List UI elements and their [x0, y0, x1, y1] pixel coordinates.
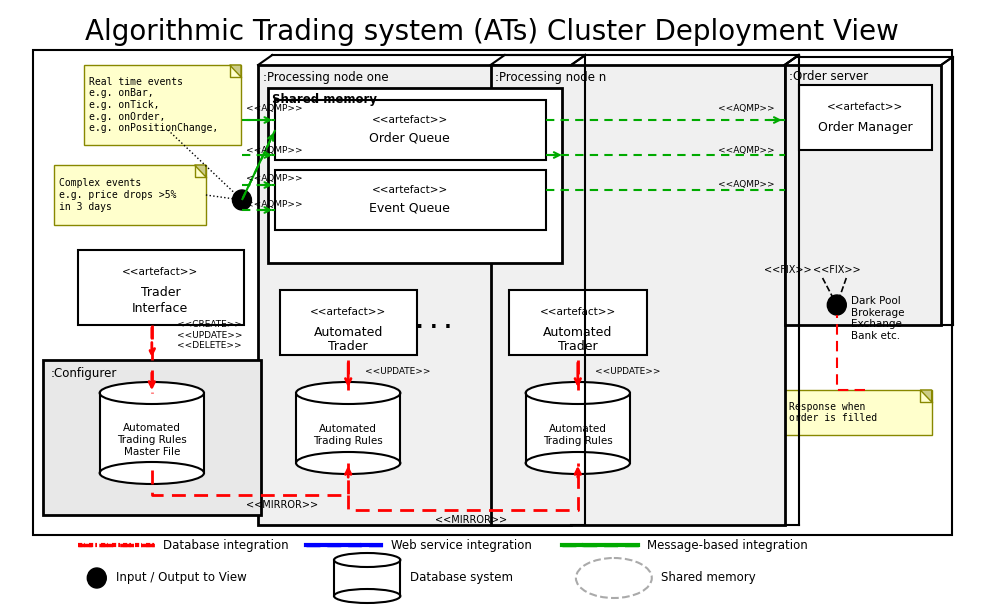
FancyBboxPatch shape — [334, 560, 400, 596]
FancyBboxPatch shape — [491, 65, 785, 525]
FancyBboxPatch shape — [785, 390, 932, 435]
Text: Automated
Trading Rules: Automated Trading Rules — [313, 424, 383, 446]
Text: <<AQMP>>: <<AQMP>> — [245, 103, 302, 113]
Text: <<artefact>>: <<artefact>> — [827, 102, 903, 112]
Polygon shape — [230, 65, 241, 77]
FancyBboxPatch shape — [785, 65, 941, 325]
Text: :Processing node one: :Processing node one — [263, 71, 388, 83]
Text: Shared memory: Shared memory — [661, 572, 756, 584]
FancyBboxPatch shape — [275, 170, 546, 230]
Text: <<MIRROR>>: <<MIRROR>> — [435, 515, 507, 525]
Text: Real time events
e.g. onBar,
e.g. onTick,
e.g. onOrder,
e.g. onPositionChange,: Real time events e.g. onBar, e.g. onTick… — [90, 77, 219, 133]
Text: Order Queue: Order Queue — [369, 131, 450, 145]
Ellipse shape — [526, 452, 630, 474]
FancyBboxPatch shape — [275, 100, 546, 160]
Circle shape — [232, 190, 251, 210]
Ellipse shape — [296, 382, 400, 404]
Text: <<UPDATE>>: <<UPDATE>> — [595, 367, 660, 376]
Text: <<AQMP>>: <<AQMP>> — [718, 103, 775, 113]
FancyBboxPatch shape — [268, 88, 561, 263]
Ellipse shape — [99, 462, 204, 484]
FancyBboxPatch shape — [509, 290, 647, 355]
Ellipse shape — [526, 382, 630, 404]
FancyBboxPatch shape — [99, 393, 204, 473]
Ellipse shape — [99, 382, 204, 404]
Text: <<AQMP>>: <<AQMP>> — [245, 145, 302, 154]
Text: <<artefact>>: <<artefact>> — [122, 267, 199, 277]
Text: Automated
Trading Rules
Master File: Automated Trading Rules Master File — [117, 424, 187, 457]
Text: Input / Output to View: Input / Output to View — [116, 572, 246, 584]
Text: <<MIRROR>>: <<MIRROR>> — [245, 500, 318, 510]
Text: Complex events
e.g. price drops >5%
in 3 days: Complex events e.g. price drops >5% in 3… — [59, 178, 176, 212]
FancyBboxPatch shape — [54, 165, 206, 225]
Text: Web service integration: Web service integration — [391, 538, 532, 552]
FancyBboxPatch shape — [78, 250, 244, 325]
Text: <<artefact>>: <<artefact>> — [371, 115, 448, 125]
Text: :Configurer: :Configurer — [50, 367, 116, 381]
Text: Automated
Trading Rules: Automated Trading Rules — [543, 424, 613, 446]
Text: Trader: Trader — [558, 341, 598, 353]
Text: Algorithmic Trading system (ATs) Cluster Deployment View: Algorithmic Trading system (ATs) Cluster… — [86, 18, 899, 46]
Text: Interface: Interface — [132, 301, 188, 315]
FancyBboxPatch shape — [526, 393, 630, 463]
Text: Trader: Trader — [328, 341, 368, 353]
Text: . . .: . . . — [416, 313, 451, 333]
Text: <<FIX>>: <<FIX>> — [763, 265, 812, 275]
Text: Database integration: Database integration — [164, 538, 289, 552]
Text: <<AQMP>>: <<AQMP>> — [245, 174, 302, 183]
Text: <<CREATE>>
<<UPDATE>>
<<DELETE>>: <<CREATE>> <<UPDATE>> <<DELETE>> — [177, 320, 243, 350]
FancyBboxPatch shape — [258, 65, 571, 525]
FancyBboxPatch shape — [85, 65, 241, 145]
FancyBboxPatch shape — [42, 360, 261, 515]
Text: Trader: Trader — [141, 286, 180, 298]
Text: <<artefact>>: <<artefact>> — [371, 185, 448, 195]
Text: Dark Pool
Brokerage
Exchange
Bank etc.: Dark Pool Brokerage Exchange Bank etc. — [851, 296, 904, 341]
Ellipse shape — [334, 553, 400, 567]
Text: Database system: Database system — [410, 572, 513, 584]
Polygon shape — [920, 390, 932, 402]
Text: <<UPDATE>>: <<UPDATE>> — [365, 367, 430, 376]
Text: <<AQMP>>: <<AQMP>> — [245, 200, 302, 209]
Ellipse shape — [334, 589, 400, 603]
Text: Automated: Automated — [543, 325, 613, 339]
Text: Order Manager: Order Manager — [818, 120, 912, 134]
Text: <<artefact>>: <<artefact>> — [540, 307, 616, 317]
FancyBboxPatch shape — [296, 393, 400, 463]
Text: <<FIX>>: <<FIX>> — [813, 265, 861, 275]
Text: Automated: Automated — [313, 325, 383, 339]
Text: Shared memory: Shared memory — [272, 94, 377, 106]
Text: <<AQMP>>: <<AQMP>> — [718, 180, 775, 189]
Ellipse shape — [576, 558, 652, 598]
Text: <<AQMP>>: <<AQMP>> — [718, 145, 775, 154]
Text: Message-based integration: Message-based integration — [647, 538, 808, 552]
Ellipse shape — [296, 452, 400, 474]
Text: <<artefact>>: <<artefact>> — [310, 307, 386, 317]
Text: :Processing node n: :Processing node n — [495, 71, 607, 83]
Polygon shape — [194, 165, 206, 177]
Text: Response when
order is filled: Response when order is filled — [789, 402, 878, 424]
Text: Event Queue: Event Queue — [369, 201, 450, 215]
Text: :Order server: :Order server — [789, 71, 869, 83]
FancyBboxPatch shape — [799, 85, 932, 150]
FancyBboxPatch shape — [33, 50, 952, 535]
FancyBboxPatch shape — [280, 290, 418, 355]
Circle shape — [827, 295, 846, 315]
Circle shape — [88, 568, 106, 588]
